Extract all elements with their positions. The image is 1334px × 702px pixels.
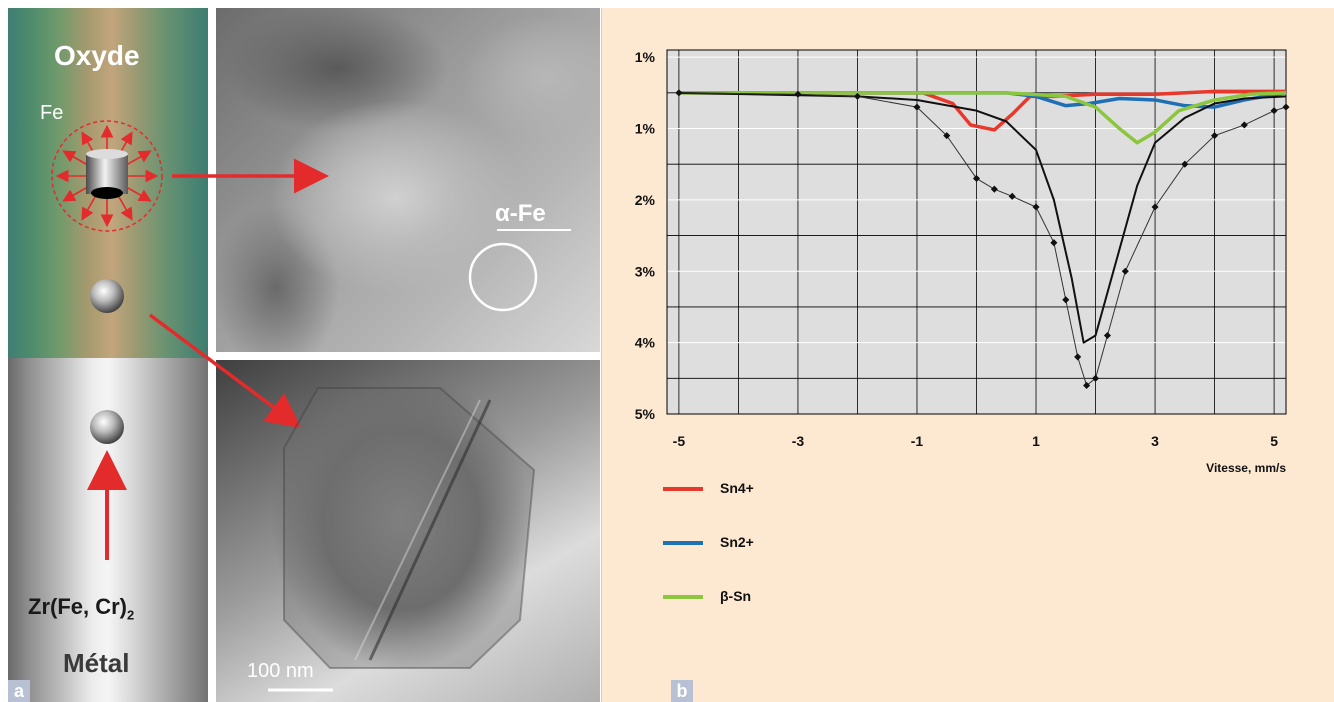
panel-a-graphics bbox=[51, 120, 571, 692]
legend-label-sn4: Sn4+ bbox=[720, 480, 754, 496]
y-tick-labels: 1% 1% 2% 3% 4% 5% bbox=[635, 49, 656, 422]
panel-a-tag: a bbox=[8, 680, 30, 702]
data-fit-line bbox=[678, 92, 1287, 387]
x-tick-label: 1 bbox=[1032, 433, 1040, 449]
series-line-bsn bbox=[678, 91, 1287, 145]
precipitate-grain bbox=[283, 387, 536, 669]
precipitate-sphere-icon bbox=[90, 279, 124, 313]
x-axis-label: Vitesse, mm/s bbox=[1206, 461, 1286, 475]
x-tick-label: -1 bbox=[911, 433, 924, 449]
panel-b-tag: b bbox=[671, 680, 693, 702]
mossbauer-chart: -5 -3 -1 1 3 5 1% 1% 2% 3% 4% 5% Vitesse, mm/s bbox=[635, 49, 1290, 475]
legend-swatch-bsn bbox=[663, 595, 703, 599]
data-point bbox=[990, 185, 998, 193]
legend-swatch-sn2 bbox=[663, 541, 703, 545]
y-tick-label: 4% bbox=[635, 335, 656, 351]
data-point bbox=[1062, 296, 1070, 304]
panel-b: -5 -3 -1 1 3 5 1% 1% 2% 3% 4% 5% Vitesse, mm/s Sn4… bbox=[601, 8, 1334, 702]
x-tick-label: 3 bbox=[1151, 433, 1159, 449]
fe-diffusion-diagram bbox=[51, 120, 163, 232]
oxide-label: Oxyde bbox=[54, 40, 140, 71]
y-tick-label: 1% bbox=[635, 121, 656, 137]
compound-label-text: Zr(Fe, Cr) bbox=[28, 594, 127, 619]
data-point bbox=[1151, 203, 1159, 211]
y-tick-label: 1% bbox=[635, 49, 656, 65]
compound-label: Zr(Fe, Cr)2 bbox=[28, 594, 134, 622]
y-tick-label: 3% bbox=[635, 263, 656, 279]
scale-label: 100 nm bbox=[247, 660, 314, 682]
data-point bbox=[1181, 160, 1189, 168]
data-point bbox=[1032, 203, 1040, 211]
y-tick-label: 5% bbox=[635, 406, 656, 422]
plot-frame bbox=[666, 49, 1287, 415]
series-lines bbox=[678, 89, 1287, 344]
data-point bbox=[1083, 381, 1091, 389]
arrow-to-bottom-micrograph bbox=[148, 313, 302, 429]
precipitate-sphere-icon-metal bbox=[90, 410, 124, 444]
series-line-total bbox=[678, 91, 1287, 344]
x-tick-label: 5 bbox=[1270, 433, 1278, 449]
grid-lines bbox=[666, 49, 1287, 415]
data-point bbox=[972, 174, 981, 183]
legend-label-sn2: Sn2+ bbox=[720, 534, 754, 550]
legend-label-bsn: β-Sn bbox=[720, 588, 752, 604]
data-point bbox=[1270, 107, 1278, 115]
compound-subscript: 2 bbox=[127, 607, 135, 623]
metal-label: Métal bbox=[63, 648, 130, 678]
legend-swatch-sn4 bbox=[663, 487, 703, 491]
series-line-sn4 bbox=[678, 89, 1286, 132]
data-point bbox=[1008, 192, 1016, 200]
panel-a: Oxyde Fe bbox=[0, 0, 600, 702]
x-tick-labels: -5 -3 -1 1 3 5 bbox=[673, 433, 1279, 449]
x-tick-label: -3 bbox=[792, 433, 805, 449]
data-point bbox=[1074, 353, 1082, 361]
fe-label: Fe bbox=[40, 102, 64, 124]
data-point bbox=[913, 103, 921, 111]
x-tick-label: -5 bbox=[673, 433, 686, 449]
micrograph-alpha-fe bbox=[216, 8, 600, 352]
alpha-fe-label: α-Fe bbox=[495, 200, 546, 227]
alpha-fe-highlight-circle bbox=[468, 242, 538, 312]
data-points bbox=[675, 89, 1290, 389]
y-tick-label: 2% bbox=[635, 192, 656, 208]
data-point bbox=[1103, 331, 1111, 340]
